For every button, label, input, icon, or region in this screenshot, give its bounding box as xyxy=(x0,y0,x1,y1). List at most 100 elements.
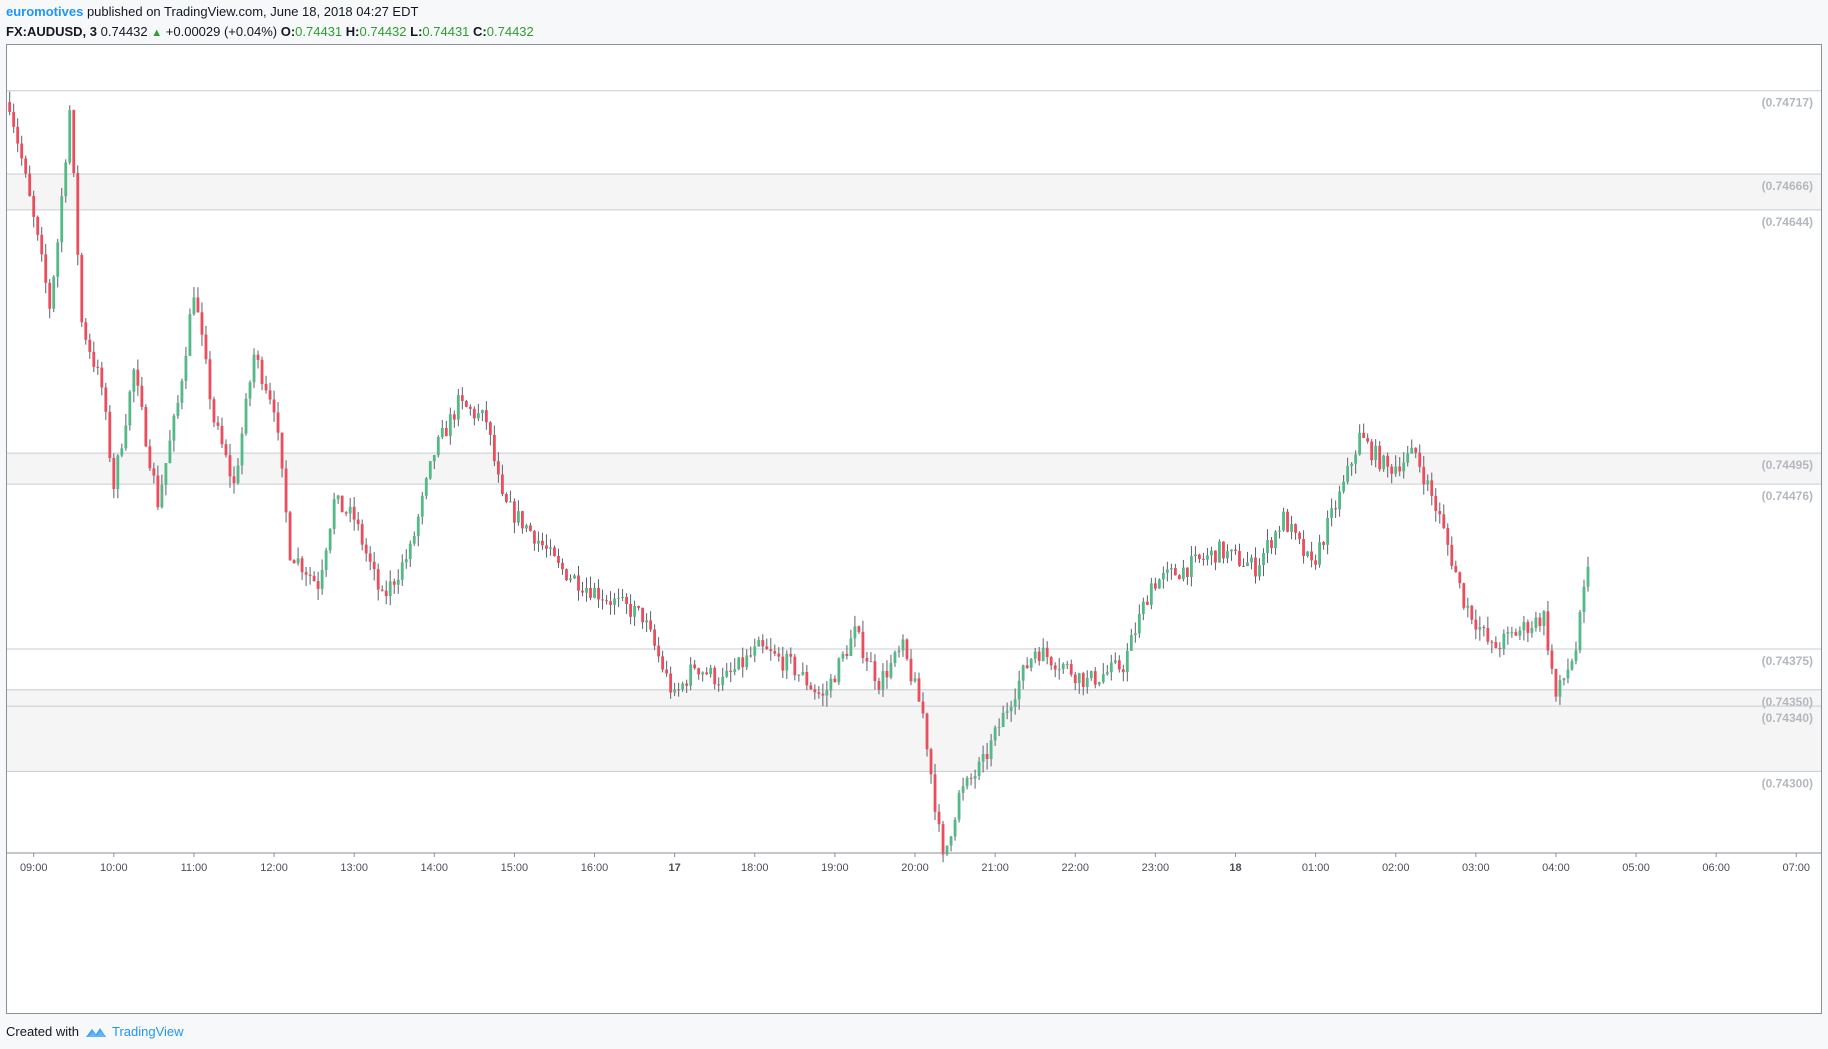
candle-up xyxy=(1137,614,1141,634)
candle-up xyxy=(1149,583,1153,605)
candle-up xyxy=(913,678,917,682)
x-tick-label: 02:00 xyxy=(1382,862,1410,874)
candle-down xyxy=(909,658,913,682)
candle-down xyxy=(601,599,604,601)
candle-down xyxy=(1073,674,1077,684)
candle-down xyxy=(504,494,508,502)
candle-up xyxy=(120,448,124,456)
candle-down xyxy=(444,427,448,437)
candle-down xyxy=(96,366,100,368)
candle-down xyxy=(280,432,284,469)
candle-up xyxy=(1206,555,1209,560)
candle-up xyxy=(993,727,997,741)
author-link[interactable]: euromotives xyxy=(6,4,84,19)
price-change: +0.00029 (+0.04%) xyxy=(165,24,278,39)
x-tick-label: 18:00 xyxy=(741,862,769,874)
candle-down xyxy=(969,777,973,779)
candle-down xyxy=(1514,632,1518,636)
tradingview-logo-icon xyxy=(85,1028,106,1037)
candle-up xyxy=(1001,712,1005,728)
candle-down xyxy=(857,626,861,632)
x-tick-label: 03:00 xyxy=(1462,862,1490,874)
candle-up xyxy=(428,461,432,479)
candle-up xyxy=(432,455,436,462)
candle-up xyxy=(1358,432,1362,455)
candle-down xyxy=(1053,665,1057,670)
candle-down xyxy=(1414,447,1418,453)
candle-down xyxy=(861,631,865,658)
candle-up xyxy=(1061,664,1065,670)
candle-up xyxy=(1478,627,1482,630)
zone-3 xyxy=(7,706,1821,772)
candle-down xyxy=(144,407,148,447)
candle-up xyxy=(953,819,957,837)
candle-up xyxy=(1262,553,1265,566)
candle-up xyxy=(1097,682,1101,685)
candle-down xyxy=(697,668,701,675)
candle-up xyxy=(320,570,324,589)
candle-up xyxy=(1530,627,1534,633)
candle-up xyxy=(1342,481,1346,492)
candle-up xyxy=(945,845,949,855)
candle-up xyxy=(1226,551,1229,559)
candle-up xyxy=(1246,562,1249,566)
candle-up xyxy=(1350,463,1354,466)
level-label-5: (0.74375) xyxy=(1762,654,1813,668)
candle-down xyxy=(661,656,665,670)
candle-up xyxy=(829,678,833,691)
candle-down xyxy=(1254,557,1257,577)
x-tick-label: 19:00 xyxy=(821,862,849,874)
candle-down xyxy=(1222,541,1225,559)
candle-up xyxy=(673,689,677,693)
level-label-1: (0.74666) xyxy=(1762,179,1813,193)
candle-up xyxy=(1157,579,1161,589)
candle-down xyxy=(392,581,396,585)
candle-down xyxy=(300,558,304,573)
candle-up xyxy=(573,575,576,579)
candle-up xyxy=(1330,508,1334,518)
candle-down xyxy=(657,645,661,657)
candle-up xyxy=(1057,669,1061,671)
candle-down xyxy=(1322,542,1326,545)
candle-up xyxy=(689,664,693,686)
candle-down xyxy=(200,312,204,335)
candle-up xyxy=(180,380,184,403)
chart-pane[interactable]: (0.74717) (0.74666) (0.74644) (0.74495) (0.7… xyxy=(6,44,1822,1014)
candle-down xyxy=(1446,528,1450,545)
candle-down xyxy=(32,195,36,217)
candle-up xyxy=(893,652,897,663)
candle-down xyxy=(100,367,104,388)
candle-down xyxy=(368,553,372,562)
candle-up xyxy=(1402,462,1406,472)
candle-up xyxy=(1194,554,1197,557)
x-tick-label: 06:00 xyxy=(1702,862,1730,874)
candle-up xyxy=(1089,671,1093,679)
candle-down xyxy=(1334,508,1338,510)
candle-down xyxy=(937,811,941,825)
candle-up xyxy=(52,276,56,309)
candle-up xyxy=(569,578,572,581)
last-price: 0.74432 xyxy=(100,24,148,39)
candle-down xyxy=(80,254,84,323)
candle-down xyxy=(92,351,96,367)
up-triangle-icon: ▲ xyxy=(151,27,163,39)
candle-down xyxy=(1081,673,1085,687)
candle-down xyxy=(292,560,296,564)
candlestick-chart[interactable]: (0.74717) (0.74666) (0.74644) (0.74495) (0.7… xyxy=(7,45,1822,1014)
candle-up xyxy=(240,433,244,466)
candle-down xyxy=(877,680,881,690)
candle-down xyxy=(553,547,556,556)
candle-down xyxy=(705,672,709,675)
x-tick-label: 16:00 xyxy=(581,862,609,874)
candle-down xyxy=(929,749,933,775)
candle-up xyxy=(965,777,969,787)
candle-down xyxy=(1202,558,1205,560)
candle-down xyxy=(561,562,564,570)
candle-down xyxy=(140,385,144,408)
candle-down xyxy=(809,685,813,690)
tradingview-link[interactable]: TradingView xyxy=(85,1022,184,1042)
candle-up xyxy=(1394,466,1398,474)
candle-up xyxy=(613,598,616,605)
candle-up xyxy=(1382,455,1386,470)
candle-down xyxy=(256,354,260,360)
